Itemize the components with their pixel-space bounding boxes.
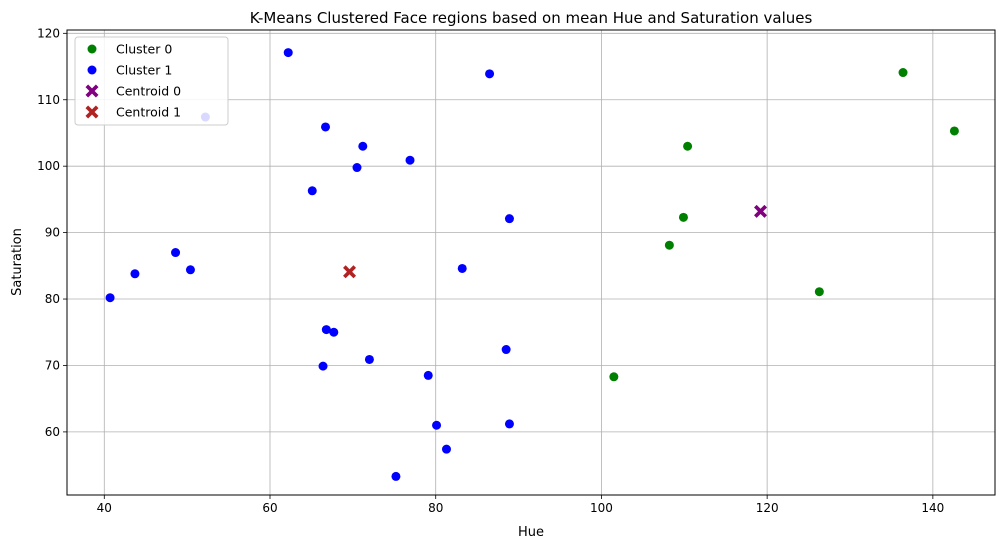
- data-point: [364, 354, 374, 364]
- legend-label: Centroid 1: [116, 105, 181, 120]
- centroid-marker: [754, 204, 768, 218]
- y-tick-label: 100: [37, 159, 60, 173]
- data-point: [457, 263, 467, 273]
- y-tick-label: 110: [37, 93, 60, 107]
- y-tick-label: 120: [37, 26, 60, 40]
- data-point: [949, 126, 959, 136]
- y-tick-label: 60: [45, 425, 60, 439]
- x-tick-label: 140: [921, 501, 944, 515]
- data-point: [105, 293, 115, 303]
- data-point: [283, 48, 293, 58]
- legend-marker: [85, 105, 99, 119]
- data-point: [391, 471, 401, 481]
- y-tick-label: 70: [45, 358, 60, 372]
- data-point: [171, 248, 181, 258]
- plot-area-frame: [66, 29, 996, 496]
- data-point: [683, 141, 693, 151]
- data-point: [485, 69, 495, 79]
- x-tick-label: 40: [97, 501, 112, 515]
- data-point: [678, 212, 688, 222]
- legend-marker: [85, 84, 99, 98]
- legend-marker: [87, 65, 97, 75]
- legend-label: Cluster 1: [116, 63, 172, 78]
- data-point: [441, 444, 451, 454]
- legend-label: Cluster 0: [116, 42, 172, 57]
- legend-label: Centroid 0: [116, 84, 181, 99]
- data-point: [321, 122, 331, 132]
- data-point: [814, 287, 824, 297]
- data-point: [898, 68, 908, 78]
- data-point: [664, 240, 674, 250]
- data-point: [423, 370, 433, 380]
- data-points: [105, 48, 959, 481]
- data-point: [318, 361, 328, 371]
- data-point: [307, 186, 317, 196]
- data-point: [432, 420, 442, 430]
- y-tick-label: 80: [45, 292, 60, 306]
- data-point: [504, 419, 514, 429]
- data-point: [405, 155, 415, 165]
- data-point: [329, 327, 339, 337]
- data-point: [504, 214, 514, 224]
- x-axis-label: Hue: [518, 525, 544, 540]
- x-tick-label: 100: [590, 501, 613, 515]
- data-point: [501, 345, 511, 355]
- data-point: [609, 372, 619, 382]
- chart-title: K-Means Clustered Face regions based on …: [250, 9, 813, 27]
- legend: Cluster 0 Cluster 1 Centroid 0 Centroid 1: [74, 36, 229, 126]
- data-point: [130, 269, 140, 279]
- centroid-marker: [343, 265, 357, 279]
- x-tick-label: 60: [262, 501, 277, 515]
- data-point: [352, 163, 362, 173]
- legend-box: [74, 36, 229, 126]
- x-tick-label: 80: [428, 501, 443, 515]
- legend-marker: [87, 44, 97, 54]
- y-tick-label: 90: [45, 226, 60, 240]
- data-point: [358, 141, 368, 151]
- data-point: [321, 325, 331, 335]
- x-tick-label: 120: [756, 501, 779, 515]
- data-point: [185, 265, 195, 275]
- y-axis-label: Saturation: [10, 228, 25, 296]
- axis-ticks: 40 60 80 100 120 140 60 70 80 90 100 110 120: [37, 26, 944, 515]
